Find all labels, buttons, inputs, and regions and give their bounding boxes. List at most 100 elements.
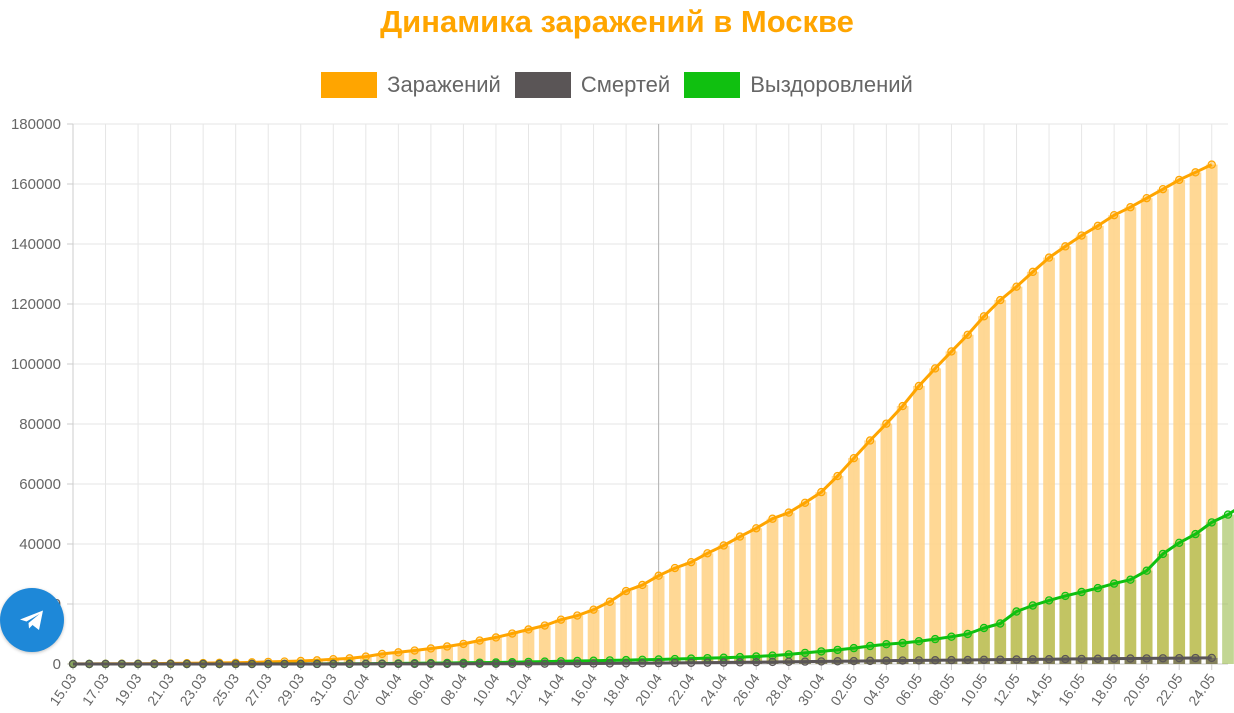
recovered-point — [996, 619, 1005, 628]
recovered-point — [1077, 587, 1086, 597]
infections-point — [442, 642, 452, 651]
recovered-bar — [978, 628, 990, 664]
recovered-bar — [994, 623, 1007, 664]
deaths-bar — [880, 660, 893, 664]
infections-point — [524, 625, 533, 634]
infections-bar — [1043, 257, 1055, 664]
infections-point — [1174, 175, 1184, 185]
x-tick-label: 12.05 — [990, 670, 1023, 708]
infections-point — [865, 436, 875, 445]
recovered-bar — [1189, 534, 1202, 664]
infections-point — [394, 648, 403, 657]
recovered-point — [1061, 591, 1070, 601]
infections-point — [1028, 267, 1037, 277]
x-tick-label: 04.05 — [860, 670, 893, 708]
y-tick-label: 80000 — [19, 416, 61, 433]
recovered-point — [1158, 549, 1168, 559]
telegram-button[interactable] — [0, 588, 64, 652]
infections-point — [377, 649, 387, 659]
infections-bar — [1026, 271, 1039, 664]
x-tick-label: 22.04 — [664, 670, 697, 708]
infections-bar — [1010, 286, 1023, 664]
recovered-point — [1207, 518, 1216, 527]
deaths-point — [150, 659, 159, 669]
deaths-point — [573, 659, 582, 668]
deaths-point — [68, 659, 78, 669]
infections-bar — [864, 440, 876, 664]
deaths-bar — [1108, 658, 1120, 664]
recovered-point — [898, 638, 907, 648]
x-tick-label: 18.05 — [1087, 670, 1120, 708]
infections-bar — [734, 536, 746, 664]
infections-point — [849, 453, 859, 463]
y-tick-label: 140000 — [11, 236, 61, 253]
x-tick-label: 16.05 — [1055, 670, 1088, 708]
x-tick-label: 17.03 — [79, 670, 112, 708]
deaths-point — [752, 657, 761, 667]
infections-point — [882, 419, 891, 428]
deaths-bar — [945, 660, 958, 664]
deaths-point — [1044, 655, 1054, 664]
deaths-point — [1158, 654, 1168, 663]
infections-bar — [961, 334, 974, 664]
infections-bar — [1075, 235, 1088, 664]
recovered-point — [784, 650, 793, 659]
infections-point — [817, 487, 826, 497]
infections-line — [73, 163, 1213, 666]
recovered-bar — [1173, 542, 1186, 664]
deaths-point — [589, 659, 598, 668]
legend-item-2[interactable]: Выздоровлений — [684, 72, 913, 98]
deaths-point — [833, 657, 842, 666]
recovered-bar — [864, 646, 876, 664]
infections-bar — [392, 652, 405, 664]
legend-item-1[interactable]: Смертей — [514, 72, 670, 98]
infections-point — [979, 312, 989, 321]
legend-item-0[interactable]: Заражений — [321, 72, 501, 98]
deaths-bar — [1026, 659, 1039, 664]
x-tick-label: 12.04 — [502, 670, 535, 708]
infections-point — [719, 541, 728, 550]
recovered-point — [1109, 579, 1119, 588]
infections-point — [540, 621, 549, 630]
recovered-point — [1174, 538, 1184, 548]
deaths-point — [540, 659, 549, 668]
deaths-bar — [1092, 658, 1104, 664]
infections-point — [1109, 210, 1119, 220]
recovered-point — [1191, 529, 1200, 539]
infections-point — [768, 514, 777, 523]
recovered-bar — [1157, 553, 1169, 664]
deaths-point — [85, 659, 94, 669]
infections-point — [833, 471, 842, 481]
deaths-bar — [978, 659, 990, 664]
recovered-bar — [913, 641, 925, 664]
recovered-point — [1223, 510, 1233, 519]
deaths-point — [963, 655, 972, 665]
infections-bar — [311, 660, 323, 664]
legend-swatch — [684, 72, 741, 98]
deaths-point — [686, 658, 696, 667]
deaths-point — [377, 659, 387, 669]
deaths-bar — [1010, 659, 1023, 664]
deaths-point — [638, 658, 647, 668]
chart-legend: Заражений Смертей Выздоровлений — [0, 72, 1234, 98]
deaths-point — [1191, 653, 1200, 663]
recovered-bar — [1075, 592, 1088, 664]
deaths-point — [719, 658, 728, 667]
recovered-point — [1142, 566, 1151, 575]
deaths-point — [979, 655, 989, 665]
infections-bar — [717, 545, 730, 664]
infections-point — [1158, 184, 1168, 194]
deaths-point — [524, 659, 533, 668]
deaths-point — [768, 657, 777, 667]
deaths-point — [996, 655, 1005, 664]
recovered-point — [914, 637, 924, 646]
recovered-bar — [766, 655, 779, 664]
infections-bar — [1108, 215, 1120, 664]
recovered-point — [817, 647, 826, 656]
infections-point — [491, 633, 501, 642]
deaths-point — [361, 659, 371, 669]
infections-point — [1207, 160, 1216, 169]
infections-point — [621, 586, 631, 596]
x-tick-label: 06.04 — [404, 670, 437, 708]
infections-point — [1093, 221, 1103, 231]
